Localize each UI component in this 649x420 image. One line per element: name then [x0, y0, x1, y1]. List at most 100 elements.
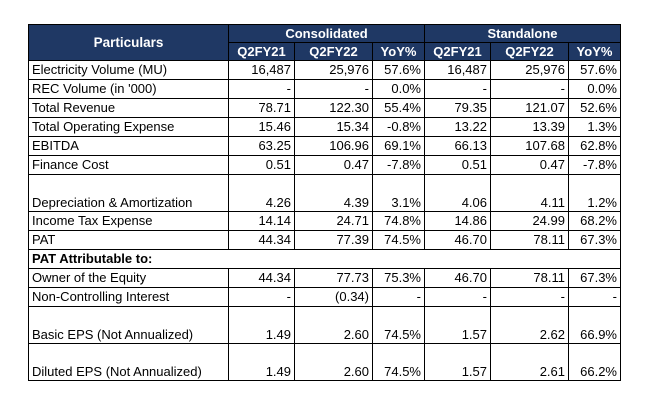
table-cell: 1.57 [424, 306, 491, 344]
row-label: REC Volume (in '000) [28, 79, 229, 99]
table-row: Depreciation & Amortization 4.26 4.39 3.… [28, 174, 621, 212]
section-row: PAT Attributable to: [28, 249, 621, 269]
table-cell: 66.13 [424, 136, 491, 156]
table-cell: 1.3% [568, 117, 621, 137]
table-cell: 0.51 [424, 155, 491, 175]
table-cell: 0.47 [490, 155, 569, 175]
table-cell: 67.3% [568, 268, 621, 288]
header-period: Q2FY22 [490, 42, 569, 61]
table-cell: 77.39 [294, 230, 373, 250]
table-cell: 67.3% [568, 230, 621, 250]
table-cell: 74.5% [372, 306, 425, 344]
table-cell: (0.34) [294, 287, 373, 307]
table-cell: 0.47 [294, 155, 373, 175]
table-cell: - [490, 79, 569, 99]
header-row-groups: Particulars Consolidated Standalone [28, 24, 621, 61]
table-cell: 2.61 [490, 343, 569, 381]
table-row: Total Revenue 78.71 122.30 55.4% 79.35 1… [28, 98, 621, 118]
financial-table-container: Particulars Consolidated Standalone Q2FY… [28, 24, 621, 381]
table-cell: 24.99 [490, 211, 569, 231]
table-cell: 57.6% [568, 60, 621, 80]
table-cell: 75.3% [372, 268, 425, 288]
table-row: Electricity Volume (MU) 16,487 25,976 57… [28, 60, 621, 80]
row-label: Total Revenue [28, 98, 229, 118]
table-cell: 4.06 [424, 174, 491, 212]
table-cell: 122.30 [294, 98, 373, 118]
row-label: Diluted EPS (Not Annualized) [28, 343, 229, 381]
table-cell: 0.51 [228, 155, 295, 175]
table-cell: 66.2% [568, 343, 621, 381]
table-cell: 62.8% [568, 136, 621, 156]
table-row: Finance Cost 0.51 0.47 -7.8% 0.51 0.47 -… [28, 155, 621, 175]
table-cell: 78.11 [490, 268, 569, 288]
header-period: YoY% [372, 42, 425, 61]
table-cell: 1.49 [228, 343, 295, 381]
header-period: Q2FY21 [424, 42, 491, 61]
table-cell: 25,976 [294, 60, 373, 80]
table-cell: 52.6% [568, 98, 621, 118]
table-cell: 25,976 [490, 60, 569, 80]
table-cell: 74.8% [372, 211, 425, 231]
table-cell: 74.5% [372, 230, 425, 250]
table-cell: - [294, 79, 373, 99]
table-cell: 24.71 [294, 211, 373, 231]
table-cell: - [568, 287, 621, 307]
header-period: YoY% [568, 42, 621, 61]
table-cell: 16,487 [228, 60, 295, 80]
table-cell: 78.11 [490, 230, 569, 250]
table-cell: 1.2% [568, 174, 621, 212]
row-label: Owner of the Equity [28, 268, 229, 288]
table-cell: 74.5% [372, 343, 425, 381]
header-period: Q2FY21 [228, 42, 295, 61]
table-cell: 2.62 [490, 306, 569, 344]
row-label: Non-Controlling Interest [28, 287, 229, 307]
table-cell: 0.0% [372, 79, 425, 99]
table-cell: 4.39 [294, 174, 373, 212]
table-cell: 14.14 [228, 211, 295, 231]
table-cell: 68.2% [568, 211, 621, 231]
table-cell: 66.9% [568, 306, 621, 344]
table-cell: 1.49 [228, 306, 295, 344]
table-row: EBITDA 63.25 106.96 69.1% 66.13 107.68 6… [28, 136, 621, 156]
table-cell: 46.70 [424, 268, 491, 288]
table-cell: 2.60 [294, 343, 373, 381]
table-cell: 0.0% [568, 79, 621, 99]
row-label: EBITDA [28, 136, 229, 156]
table-cell: -0.8% [372, 117, 425, 137]
table-cell: - [372, 287, 425, 307]
header-group-standalone: Standalone [424, 24, 621, 43]
table-cell: - [228, 79, 295, 99]
section-label: PAT Attributable to: [28, 249, 621, 269]
table-cell: 13.22 [424, 117, 491, 137]
row-label: Depreciation & Amortization [28, 174, 229, 212]
header-period: Q2FY22 [294, 42, 373, 61]
table-cell: 2.60 [294, 306, 373, 344]
table-cell: 4.26 [228, 174, 295, 212]
table-cell: 121.07 [490, 98, 569, 118]
table-cell: 107.68 [490, 136, 569, 156]
table-cell: 78.71 [228, 98, 295, 118]
header-row-periods: Q2FY21 Q2FY22 YoY% Q2FY21 Q2FY22 YoY% [29, 42, 621, 61]
table-cell: 44.34 [228, 230, 295, 250]
table-cell: 13.39 [490, 117, 569, 137]
row-label: Basic EPS (Not Annualized) [28, 306, 229, 344]
table-cell: 55.4% [372, 98, 425, 118]
table-row: Income Tax Expense 14.14 24.71 74.8% 14.… [28, 211, 621, 231]
table-row: PAT 44.34 77.39 74.5% 46.70 78.11 67.3% [28, 230, 621, 250]
table-cell: 16,487 [424, 60, 491, 80]
row-label: Total Operating Expense [28, 117, 229, 137]
table-cell: 1.57 [424, 343, 491, 381]
table-cell: - [424, 79, 491, 99]
table-cell: 46.70 [424, 230, 491, 250]
table-cell: - [228, 287, 295, 307]
table-cell: 57.6% [372, 60, 425, 80]
row-label: PAT [28, 230, 229, 250]
table-row: Owner of the Equity 44.34 77.73 75.3% 46… [28, 268, 621, 288]
table-cell: 69.1% [372, 136, 425, 156]
table-cell: 77.73 [294, 268, 373, 288]
row-label: Electricity Volume (MU) [28, 60, 229, 80]
table-row: Basic EPS (Not Annualized) 1.49 2.60 74.… [28, 306, 621, 344]
table-row: REC Volume (in '000) - - 0.0% - - 0.0% [28, 79, 621, 99]
table-cell: -7.8% [372, 155, 425, 175]
header-group-consolidated: Consolidated [228, 24, 425, 43]
